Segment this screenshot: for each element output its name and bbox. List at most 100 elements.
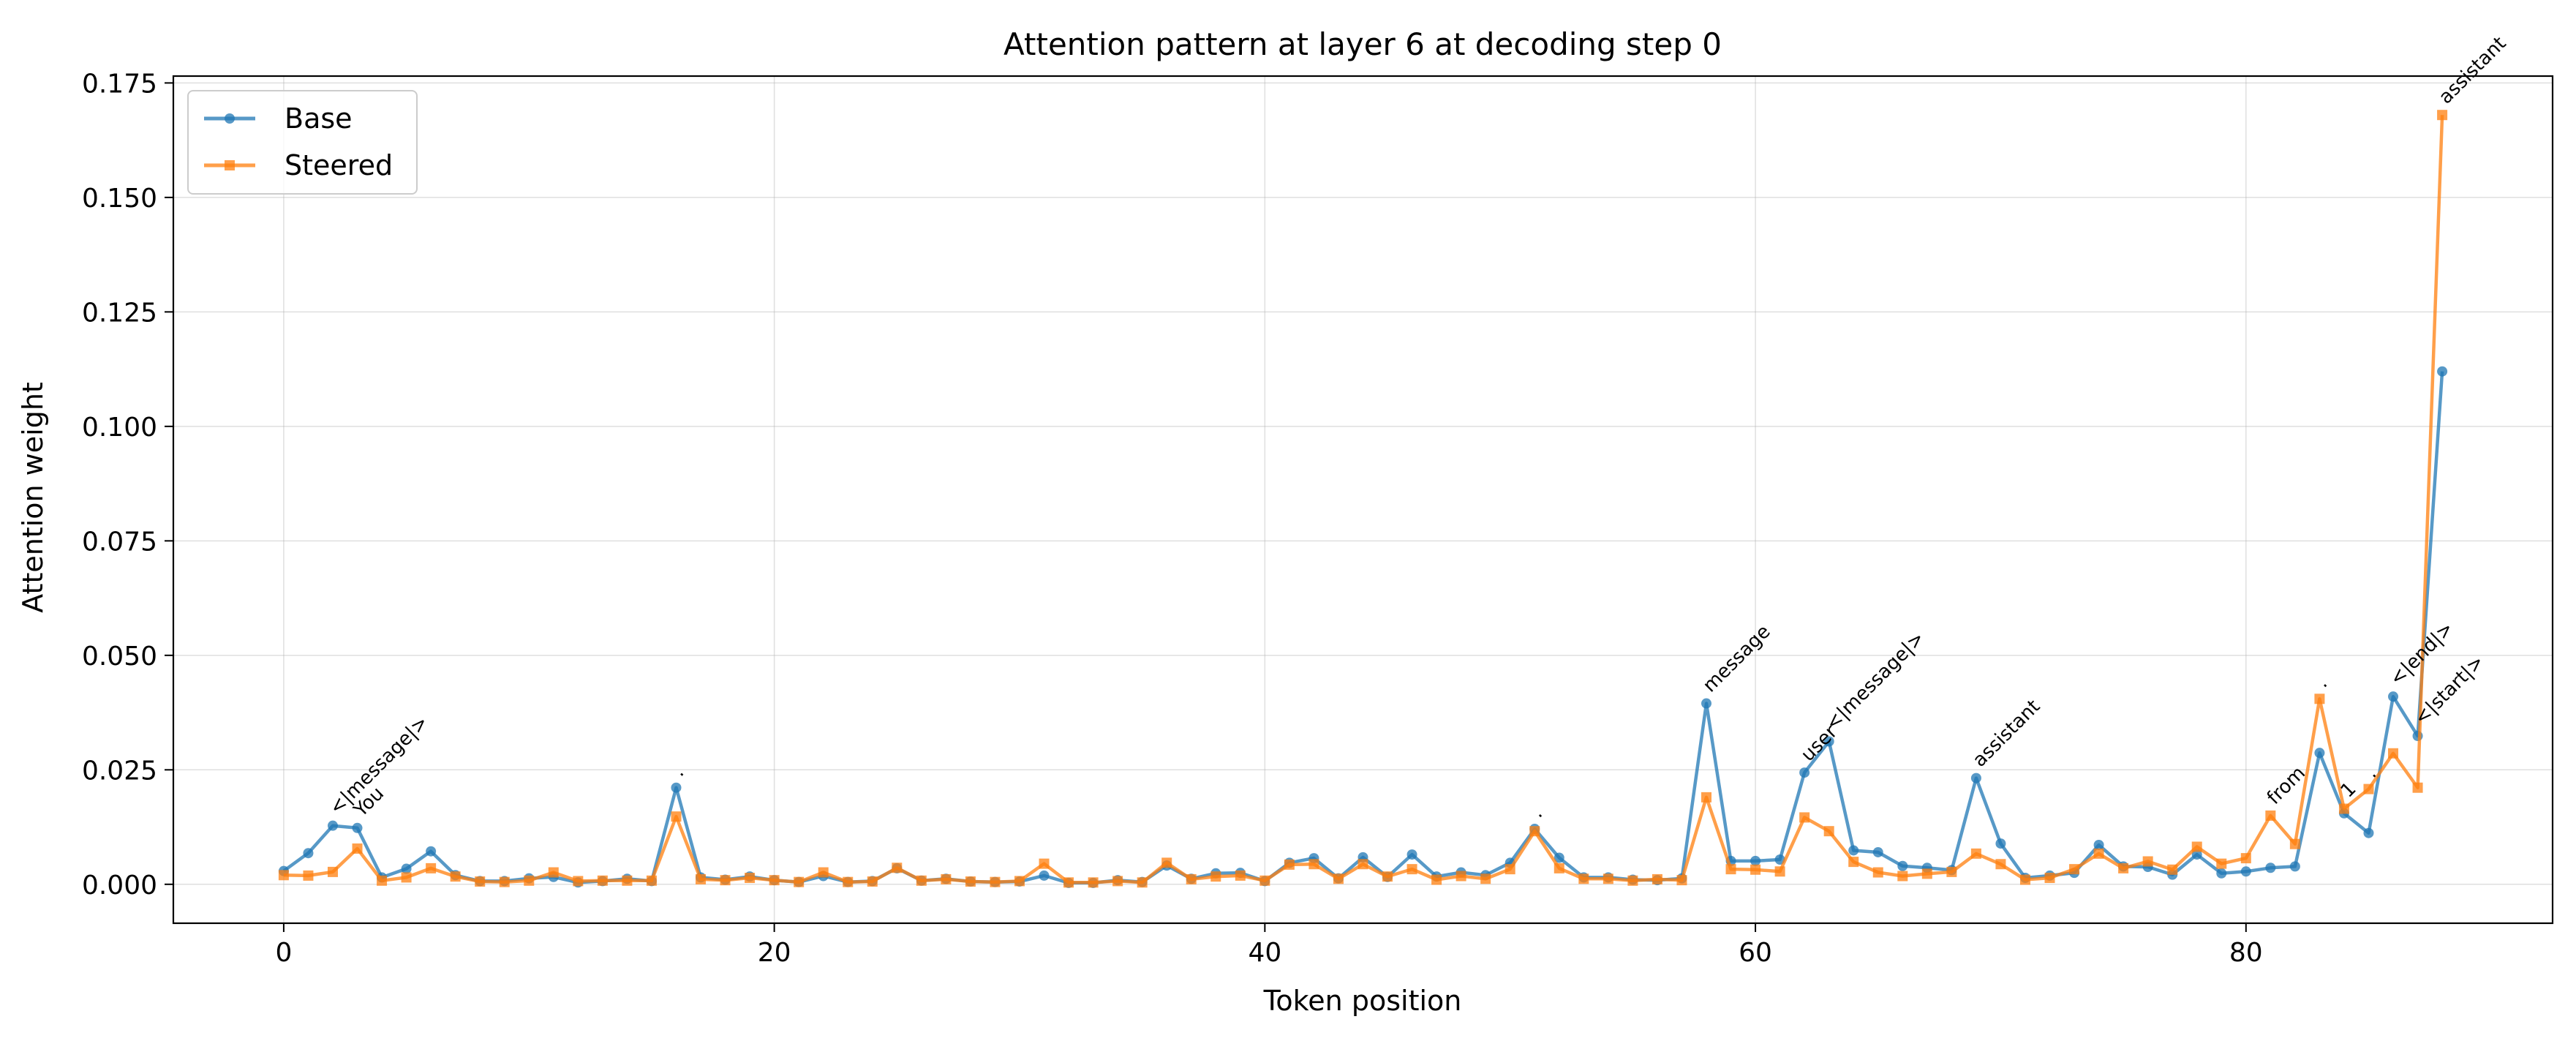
data-point-base: [2265, 863, 2276, 873]
data-point-base: [401, 863, 412, 874]
data-point-steered: [646, 875, 657, 886]
data-point-steered: [1504, 864, 1515, 875]
data-point-steered: [2142, 856, 2153, 867]
data-point-steered: [2314, 694, 2325, 704]
data-point-steered: [2019, 874, 2030, 885]
y-tick-label: 0.025: [82, 756, 157, 786]
data-point-steered: [671, 811, 682, 822]
data-point-steered: [548, 867, 559, 878]
y-tick-label: 0.125: [82, 298, 157, 328]
data-point-steered: [426, 863, 437, 873]
data-point-steered: [1333, 873, 1344, 884]
legend-marker-steered: [225, 160, 235, 170]
data-point-steered: [2388, 748, 2399, 759]
data-point-steered: [1235, 870, 1246, 881]
y-tick-label: 0.075: [82, 527, 157, 557]
data-point-steered: [1431, 874, 1442, 885]
x-tick-label: 20: [758, 938, 791, 968]
data-point-steered: [1603, 873, 1613, 884]
data-point-steered: [1382, 871, 1393, 882]
data-point-steered: [1259, 875, 1270, 886]
data-point-base: [1995, 838, 2006, 849]
data-point-steered: [597, 875, 608, 886]
data-point-steered: [2044, 873, 2055, 884]
data-point-steered: [1897, 871, 1908, 882]
data-point-steered: [720, 875, 731, 886]
data-point-base: [352, 822, 363, 833]
data-point-steered: [1284, 859, 1295, 870]
data-point-base: [2289, 861, 2300, 872]
data-point-steered: [1823, 826, 1834, 837]
data-point-steered: [1161, 857, 1172, 868]
data-point-steered: [1039, 858, 1050, 869]
data-point-steered: [2167, 864, 2178, 875]
x-tick-label: 80: [2229, 938, 2263, 968]
legend-marker-base: [225, 113, 235, 124]
data-point-base: [426, 846, 437, 857]
data-point-steered: [745, 873, 756, 884]
data-point-base: [1701, 698, 1712, 709]
data-point-steered: [1210, 871, 1221, 882]
data-point-base: [2388, 691, 2399, 702]
data-point-base: [1970, 773, 1981, 783]
data-point-steered: [1014, 876, 1025, 887]
data-point-base: [2314, 748, 2325, 759]
plot-frame: [172, 75, 2554, 925]
data-point-steered: [941, 873, 952, 884]
data-point-base: [1799, 767, 1810, 778]
data-point-steered: [1774, 866, 1785, 877]
data-point-steered: [2216, 858, 2227, 869]
data-point-steered: [1186, 873, 1197, 884]
data-point-steered: [1480, 873, 1491, 884]
data-point-base: [1848, 845, 1859, 856]
data-point-base: [2093, 839, 2104, 850]
data-point-steered: [1970, 848, 1981, 859]
data-point-steered: [327, 866, 338, 877]
data-point-steered: [1455, 871, 1466, 882]
y-tick-label: 0.175: [82, 69, 157, 99]
legend-box: [187, 90, 418, 195]
data-point-steered: [2265, 810, 2276, 821]
data-point-steered: [377, 875, 388, 886]
data-point-steered: [475, 876, 486, 887]
legend-label-steered: Steered: [285, 149, 393, 181]
data-point-steered: [1921, 868, 1932, 879]
data-point-steered: [990, 876, 1001, 887]
data-point-base: [2363, 827, 2374, 838]
data-point-steered: [2240, 853, 2251, 864]
data-point-steered: [1995, 859, 2006, 870]
data-point-steered: [1063, 877, 1074, 888]
data-point-steered: [1652, 873, 1662, 884]
data-point-steered: [2289, 838, 2300, 849]
data-point-steered: [450, 871, 461, 882]
data-point-steered: [1553, 863, 1564, 873]
y-tick-label: 0.050: [82, 642, 157, 672]
data-point-steered: [843, 876, 854, 887]
x-tick-label: 40: [1248, 938, 1281, 968]
data-point-steered: [1088, 877, 1099, 888]
data-point-steered: [769, 875, 780, 886]
data-point-steered: [2191, 841, 2202, 852]
data-point-steered: [524, 875, 535, 886]
data-point-steered: [303, 870, 314, 881]
chart-title: Attention pattern at layer 6 at decoding…: [1003, 26, 1722, 62]
data-point-steered: [1578, 873, 1589, 884]
data-point-base: [1897, 860, 1908, 871]
data-point-steered: [2093, 848, 2104, 859]
data-point-base: [1823, 736, 1834, 747]
data-point-steered: [1872, 867, 1883, 878]
data-point-base: [2191, 849, 2202, 860]
y-tick-label: 0.000: [82, 871, 157, 901]
data-point-base: [1406, 849, 1417, 860]
data-point-base: [671, 782, 682, 793]
data-point-steered: [1112, 876, 1123, 887]
y-tick-label: 0.100: [82, 413, 157, 443]
data-point-steered: [1750, 864, 1761, 875]
x-tick-label: 60: [1739, 938, 1772, 968]
data-point-steered: [2363, 783, 2374, 794]
series-layer: [278, 110, 2448, 888]
data-point-base: [1039, 870, 1050, 881]
data-point-steered: [2338, 803, 2349, 814]
legend-label-base: Base: [285, 102, 353, 135]
